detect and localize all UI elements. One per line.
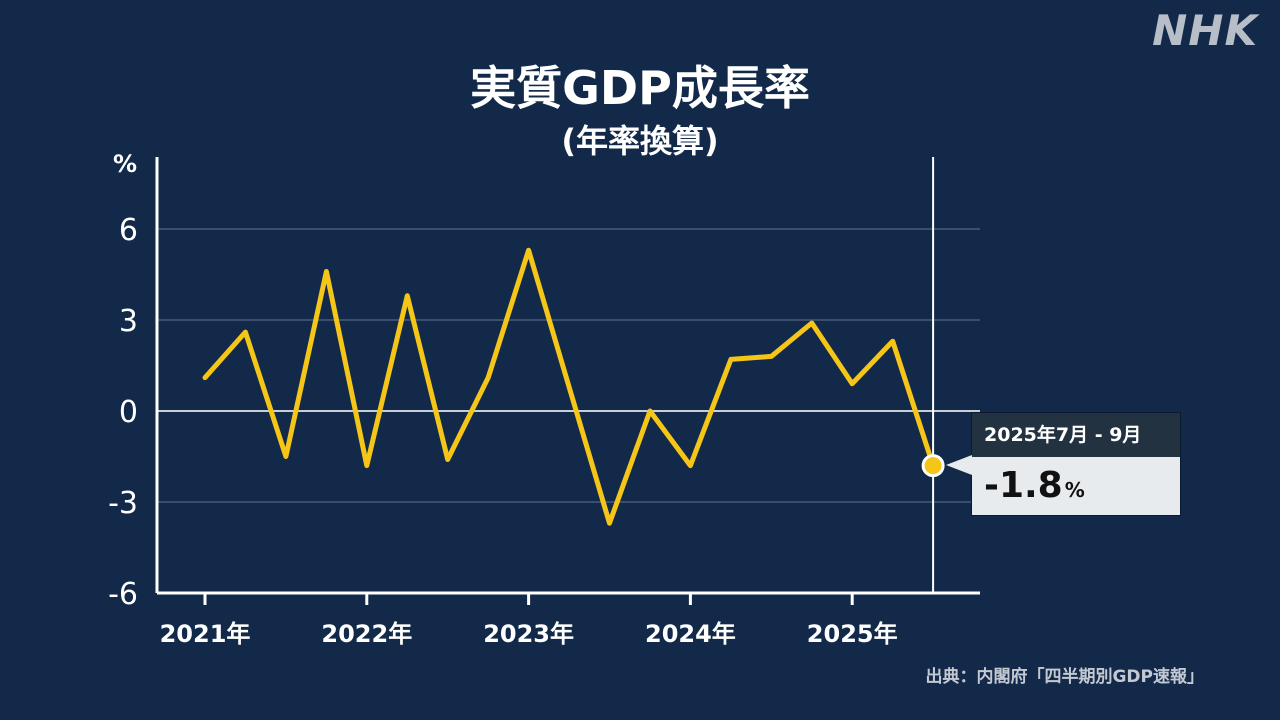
callout-pointer — [946, 455, 972, 475]
y-tick-label: 6 — [119, 213, 138, 248]
y-tick-label: -6 — [108, 577, 138, 612]
y-tick-label: 3 — [119, 304, 138, 339]
axis-layer — [155, 157, 980, 605]
callout-value: -1.8 — [984, 465, 1063, 506]
x-tick-label: 2022年 — [321, 620, 412, 648]
x-tick-label: 2021年 — [160, 620, 251, 648]
y-tick-label: -3 — [108, 486, 138, 521]
x-tick-label: 2024年 — [645, 620, 736, 648]
latest-data-point — [921, 454, 945, 478]
chart-subtitle: (年率換算) — [561, 122, 719, 160]
nhk-logo: NHK — [1152, 6, 1258, 55]
latest-value-callout: 2025年7月 - 9月 -1.8% — [946, 413, 1180, 515]
chart-title: 実質GDP成長率 — [470, 61, 810, 115]
source-note: 出典：内閣府「四半期別GDP速報」 — [925, 667, 1204, 687]
series-layer — [202, 247, 945, 526]
series-line — [202, 247, 936, 526]
callout-period: 2025年7月 - 9月 — [972, 413, 1180, 457]
callout-body: -1.8% — [972, 457, 1180, 515]
y-axis-unit: % — [113, 150, 137, 178]
label-layer: 6 3 0 -3 -6% 2021年 2022年 2023年 2024年 2025年 — [108, 150, 898, 648]
x-tick-label: 2025年 — [807, 620, 898, 648]
y-tick-label: 0 — [119, 395, 138, 430]
x-tick-label: 2023年 — [483, 620, 574, 648]
callout-unit: % — [1064, 478, 1085, 502]
grid-layer — [157, 228, 980, 503]
